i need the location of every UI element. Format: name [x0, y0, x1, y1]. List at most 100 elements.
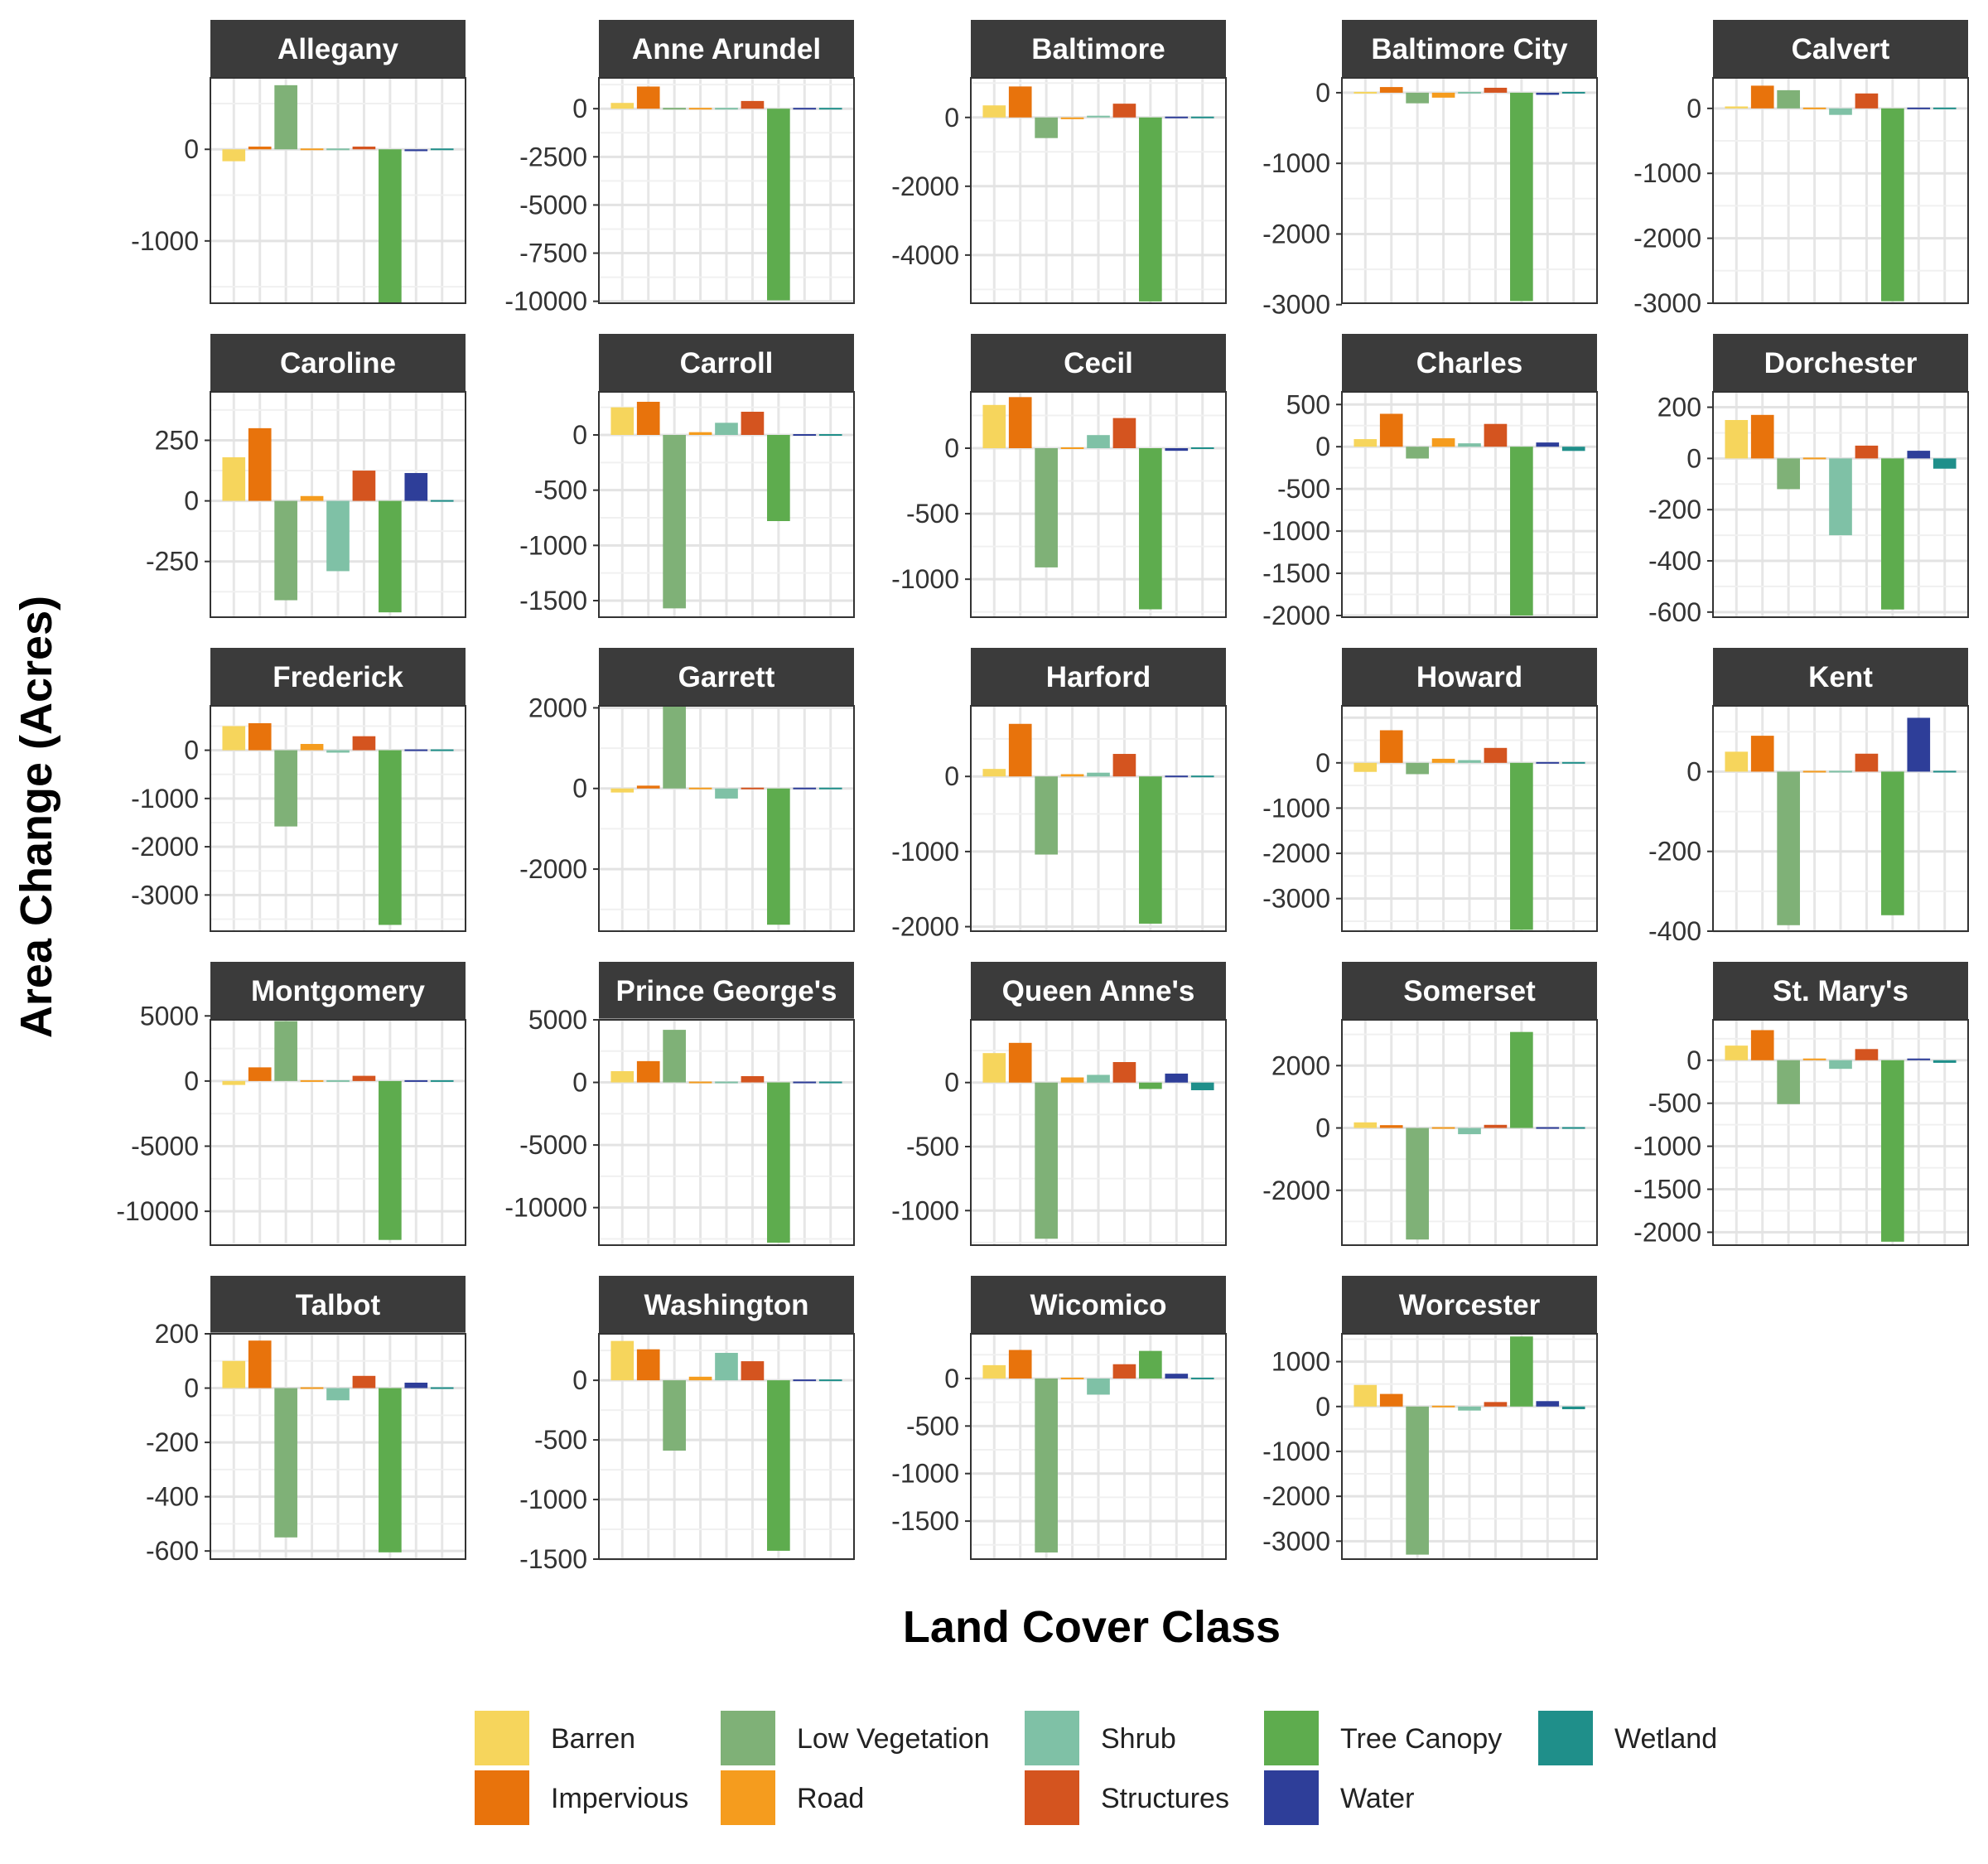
y-tick-label: -2000 [1262, 838, 1330, 868]
panel-border [1341, 1019, 1598, 1246]
bar-calvert-impervious [1750, 85, 1774, 109]
bar-howard-impervious [1379, 730, 1403, 763]
y-tick-label: -400 [1648, 916, 1701, 946]
bar-prince-george-s-water [793, 1081, 817, 1084]
y-tick-label: 5000 [140, 1001, 199, 1031]
legend-label: Shrub [1101, 1723, 1176, 1755]
bar-harford-wetland [1190, 775, 1214, 778]
bar-baltimore-city-impervious [1379, 87, 1403, 93]
bar-talbot-tree-canopy [379, 1388, 402, 1553]
bar-cecil-shrub [1087, 435, 1110, 448]
bar-baltimore-low-vegetation [1035, 117, 1058, 138]
bar-talbot-shrub [326, 1388, 350, 1401]
panel-title: Washington [644, 1289, 809, 1321]
panel-allegany: Allegany 0 -1000 [131, 20, 466, 304]
panel-border [970, 705, 1227, 932]
y-tick-label: -2000 [1262, 1481, 1330, 1511]
bar-allegany-low-vegetation [274, 85, 297, 150]
bar-talbot-wetland [430, 1387, 454, 1389]
y-tick-label: -10000 [116, 1196, 199, 1226]
panel-title: Baltimore [1031, 33, 1165, 65]
bar-cecil-water [1165, 448, 1189, 452]
y-tick-label: 0 [1315, 748, 1330, 778]
bar-washington-impervious [636, 1349, 660, 1381]
bar-wicomico-barren [982, 1364, 1006, 1379]
bar-anne-arundel-road [688, 108, 712, 110]
bar-wicomico-wetland [1190, 1377, 1214, 1379]
bar-st-mary-s-barren [1725, 1045, 1749, 1060]
panel-title: Montgomery [251, 975, 426, 1007]
legend-swatch [1025, 1770, 1079, 1825]
panel-baltimore-city: Baltimore City 0 -1000 -2000 -3000 [1262, 20, 1598, 320]
y-tick-label: 0 [572, 94, 587, 123]
bar-montgomery-wetland [430, 1079, 454, 1082]
y-tick-label: -2000 [891, 171, 959, 201]
panel-title: Worcester [1399, 1289, 1541, 1321]
y-axis-label: Area Change (Acres) [12, 596, 61, 1038]
bar-calvert-barren [1725, 106, 1749, 109]
panel-montgomery: Montgomery 5000 0 -5000 -10000 [116, 962, 466, 1246]
y-tick-label: -1000 [891, 1459, 959, 1489]
legend-label: Wetland [1614, 1723, 1717, 1755]
bar-harford-water [1165, 775, 1189, 778]
legend: Barren Impervious Low Vegetation Road Shrub S… [475, 1711, 1717, 1825]
y-tick-label: -3000 [131, 880, 199, 910]
y-tick-label: -10000 [504, 287, 587, 316]
panel-strip [1342, 334, 1597, 392]
panel-strip [599, 648, 854, 706]
panel-border [970, 1019, 1227, 1246]
bar-allegany-road [300, 148, 324, 151]
bar-somerset-water [1536, 1127, 1560, 1129]
y-tick-label: -1000 [1262, 148, 1330, 178]
y-tick-label: -1500 [519, 586, 587, 616]
y-tick-label: -500 [534, 1425, 587, 1455]
bar-st-mary-s-water [1907, 1058, 1931, 1060]
y-tick-label: 0 [184, 736, 199, 765]
y-tick-label: -5000 [519, 190, 587, 220]
y-tick-label: -1500 [891, 1506, 959, 1536]
bar-queen-anne-s-shrub [1087, 1074, 1110, 1083]
panel-title: Prince George's [615, 975, 837, 1007]
bar-caroline-wetland [430, 500, 454, 502]
panel-title: Anne Arundel [632, 33, 821, 65]
bar-allegany-wetland [430, 148, 454, 151]
bar-talbot-water [404, 1382, 428, 1388]
bar-charles-shrub [1458, 443, 1481, 447]
bar-charles-impervious [1379, 413, 1403, 447]
bar-carroll-tree-canopy [767, 435, 790, 521]
legend-swatch [1264, 1711, 1319, 1765]
panel-title: Harford [1046, 661, 1151, 693]
y-tick-label: -500 [1277, 474, 1330, 504]
bar-somerset-shrub [1458, 1128, 1481, 1135]
y-tick-label: -3000 [1633, 288, 1701, 318]
y-tick-label: 200 [1657, 393, 1701, 423]
panel-strip [210, 20, 466, 78]
bar-baltimore-city-low-vegetation [1406, 92, 1429, 104]
bar-wicomico-road [1060, 1377, 1084, 1379]
panel-strip [210, 1276, 466, 1334]
bar-calvert-structures [1855, 93, 1879, 109]
legend-item-barren: Barren [475, 1711, 635, 1765]
y-tick-label: -200 [146, 1427, 199, 1457]
bar-howard-wetland [1561, 761, 1585, 764]
bar-worcester-road [1431, 1405, 1455, 1408]
bar-harford-road [1060, 774, 1084, 777]
bar-worcester-wetland [1561, 1406, 1585, 1410]
bar-cecil-tree-canopy [1139, 448, 1162, 610]
y-tick-label: 0 [1315, 78, 1330, 108]
legend-swatch [1025, 1711, 1079, 1765]
panel-border [1341, 391, 1598, 618]
bar-frederick-shrub [326, 750, 350, 753]
y-tick-label: -5000 [131, 1132, 199, 1161]
bar-garrett-road [688, 787, 712, 790]
panel-charles: Charles 500 0 -500 -1000 -1500 -2000 [1262, 334, 1598, 630]
bar-allegany-tree-canopy [379, 149, 402, 303]
bar-worcester-structures [1484, 1402, 1508, 1407]
bar-baltimore-barren [982, 105, 1006, 118]
bar-anne-arundel-structures [741, 100, 765, 109]
bar-baltimore-city-structures [1484, 87, 1508, 93]
y-tick-label: -500 [534, 476, 587, 505]
bar-cecil-impervious [1008, 397, 1032, 448]
panel-strip [1713, 334, 1968, 392]
bar-wicomico-shrub [1087, 1378, 1110, 1395]
